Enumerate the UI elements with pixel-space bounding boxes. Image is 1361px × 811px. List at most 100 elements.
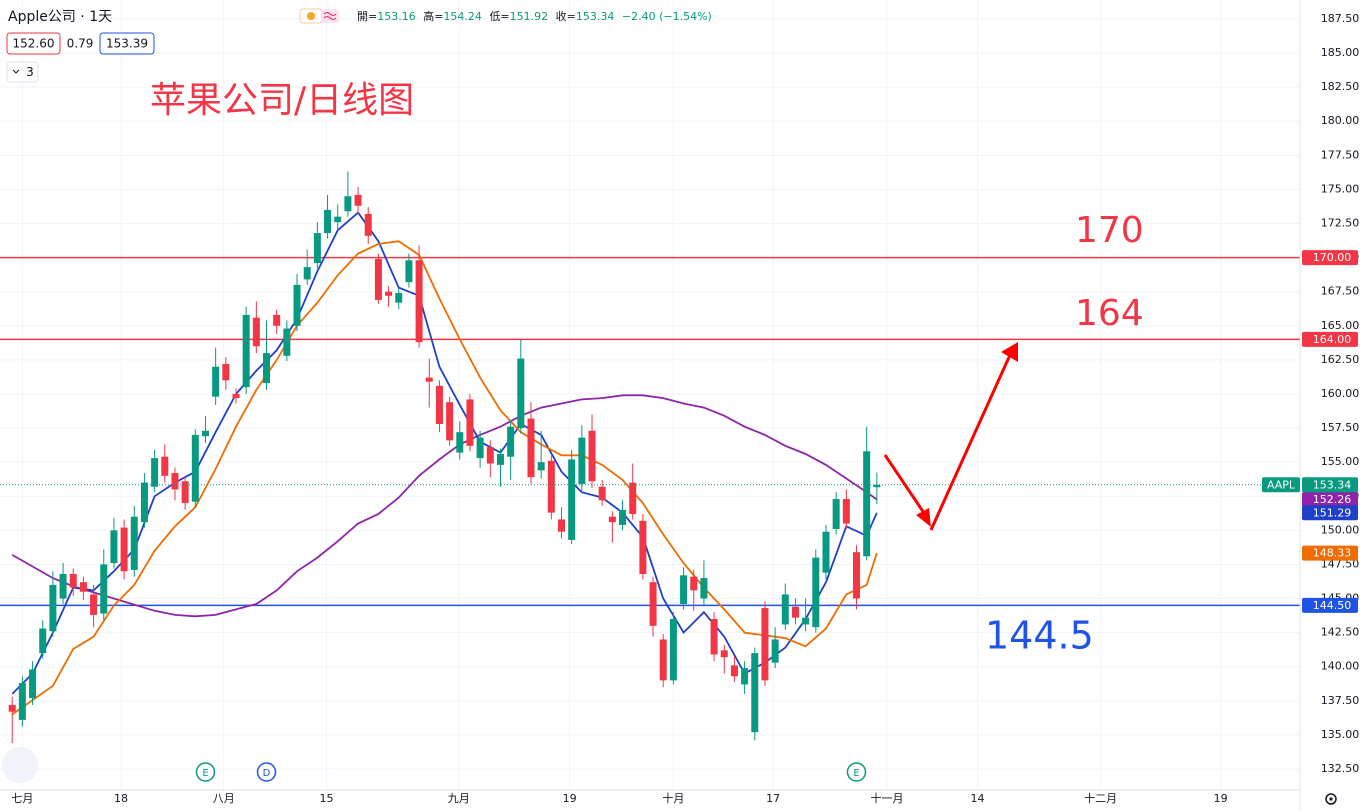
- price-tag: [1302, 250, 1358, 266]
- candle-body: [161, 456, 169, 476]
- settings-icon[interactable]: [1325, 793, 1337, 805]
- candle-body: [181, 481, 189, 504]
- ticker-tag: [1262, 477, 1300, 493]
- scroll-button[interactable]: [2, 747, 38, 783]
- y-tick-label: 172.50: [1321, 217, 1360, 230]
- price-tag-label: 153.34: [1313, 478, 1352, 491]
- candle-body: [669, 618, 677, 681]
- y-tick-label: 180.00: [1321, 114, 1360, 127]
- y-tick-label: 155.00: [1321, 455, 1360, 468]
- x-tick-label: 八月: [213, 792, 235, 805]
- annotation: 170: [1075, 210, 1144, 251]
- x-tick-label: 十二月: [1084, 791, 1117, 805]
- x-tick-label: 十月: [662, 791, 684, 805]
- price-tag: [1302, 477, 1358, 493]
- legend-value: 153.16: [377, 10, 416, 23]
- candle-body: [873, 484, 881, 488]
- y-tick-label: 147.50: [1321, 557, 1360, 570]
- candle-body: [263, 353, 271, 384]
- legend-label: 低=: [489, 10, 509, 23]
- candle-body: [435, 385, 443, 424]
- bid-box[interactable]: [6, 32, 61, 55]
- ask-box[interactable]: [99, 32, 155, 55]
- y-tick-label: 140.00: [1321, 660, 1360, 673]
- price-tag-label: 170.00: [1313, 251, 1352, 264]
- candle-body: [140, 482, 148, 523]
- price-tag: [1302, 492, 1358, 508]
- candle-body: [720, 650, 728, 658]
- annotation: 苹果公司/日线图: [150, 80, 414, 121]
- candle-body: [334, 216, 342, 223]
- candle-body: [324, 209, 332, 234]
- candle-body: [59, 573, 67, 599]
- y-tick-label: 132.50: [1321, 762, 1360, 775]
- candle-body: [405, 260, 413, 283]
- candle-body: [446, 402, 454, 441]
- y-tick-label: 157.50: [1321, 421, 1360, 434]
- candle-body: [100, 564, 108, 614]
- candle-body: [29, 669, 37, 699]
- candle-body: [212, 366, 220, 397]
- y-tick-label: 137.50: [1321, 694, 1360, 707]
- candle-body: [781, 594, 789, 625]
- candle-body: [680, 575, 688, 604]
- y-tick-label: 142.50: [1321, 626, 1360, 639]
- candle-body: [151, 458, 159, 487]
- candle-body: [822, 531, 830, 573]
- y-tick-label: 187.50: [1321, 12, 1360, 25]
- ma-line: [11, 211, 878, 695]
- x-tick-label: 十一月: [871, 791, 904, 805]
- candle-body: [802, 617, 810, 625]
- candle-body: [842, 498, 850, 524]
- price-tag-label: 164.00: [1313, 333, 1352, 346]
- x-tick-label: 19: [563, 792, 577, 805]
- ask: 153.39: [106, 37, 148, 51]
- price-tag-label: 144.50: [1313, 599, 1352, 612]
- x-tick-label: 17: [766, 792, 780, 805]
- candle-body: [69, 573, 77, 588]
- candle-body: [466, 399, 474, 446]
- candle-body: [242, 314, 250, 388]
- candle-body: [537, 462, 545, 471]
- candle-body: [395, 293, 403, 303]
- candle-body: [303, 267, 311, 280]
- indicator-toggle[interactable]: [6, 61, 39, 83]
- event-marker: [846, 762, 867, 782]
- candle-body: [761, 608, 769, 681]
- ma-line: [11, 240, 878, 716]
- candle-body: [344, 196, 352, 212]
- event-marker: [256, 762, 277, 782]
- y-tick-label: 167.50: [1321, 285, 1360, 298]
- event-label: E: [853, 768, 859, 779]
- price-tag: [1302, 545, 1358, 561]
- candle-body: [364, 213, 372, 236]
- x-tick-label: 18: [114, 792, 128, 805]
- candle-body: [863, 451, 871, 557]
- candle-body: [476, 437, 484, 459]
- candle-body: [710, 618, 718, 655]
- candle-body: [517, 358, 525, 429]
- candle-body: [456, 432, 464, 453]
- y-tick-label: 150.00: [1321, 523, 1360, 536]
- candle-body: [425, 377, 433, 382]
- x-tick-label: 九月: [448, 792, 470, 805]
- candle-body: [659, 639, 667, 681]
- grid: [0, 0, 1300, 790]
- candle-body: [812, 557, 820, 628]
- candle-body: [791, 606, 799, 618]
- candle-body: [558, 519, 566, 532]
- legend-change: −2.40 (−1.54%): [622, 10, 712, 23]
- price-tag: [1302, 505, 1358, 521]
- candle-body: [619, 509, 627, 525]
- candle-body: [629, 482, 637, 514]
- candle-body: [690, 576, 698, 591]
- candle-body: [527, 418, 535, 478]
- candle-body: [313, 233, 321, 264]
- legend-label: 高=: [423, 9, 443, 23]
- candle-body: [547, 460, 555, 513]
- candle-body: [79, 582, 87, 592]
- candle-body: [639, 520, 647, 574]
- y-tick-label: 160.00: [1321, 387, 1360, 400]
